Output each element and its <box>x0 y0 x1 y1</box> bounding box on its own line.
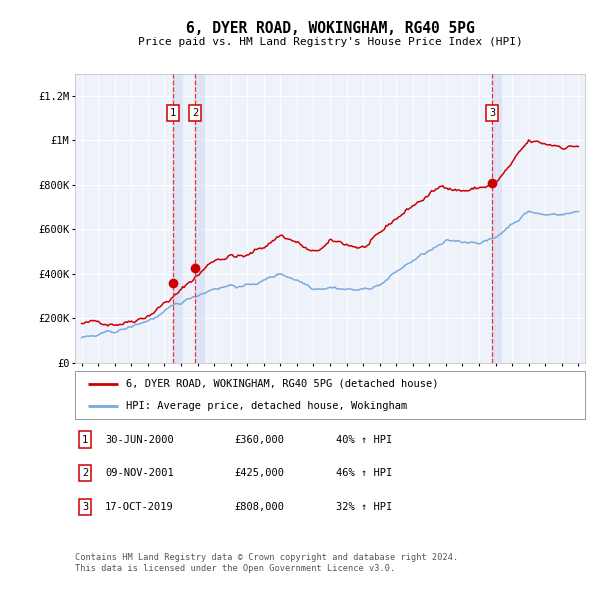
Text: 1: 1 <box>82 435 88 444</box>
Text: Contains HM Land Registry data © Crown copyright and database right 2024.: Contains HM Land Registry data © Crown c… <box>75 553 458 562</box>
Text: 1: 1 <box>170 108 176 118</box>
Bar <box>195 74 205 363</box>
Text: £360,000: £360,000 <box>234 435 284 444</box>
Text: 2: 2 <box>192 108 199 118</box>
Text: £808,000: £808,000 <box>234 502 284 512</box>
Text: 6, DYER ROAD, WOKINGHAM, RG40 5PG (detached house): 6, DYER ROAD, WOKINGHAM, RG40 5PG (detac… <box>126 379 439 389</box>
Text: 09-NOV-2001: 09-NOV-2001 <box>105 468 174 478</box>
Text: 3: 3 <box>489 108 495 118</box>
Text: 30-JUN-2000: 30-JUN-2000 <box>105 435 174 444</box>
Text: This data is licensed under the Open Government Licence v3.0.: This data is licensed under the Open Gov… <box>75 565 395 573</box>
Text: 17-OCT-2019: 17-OCT-2019 <box>105 502 174 512</box>
Text: 40% ↑ HPI: 40% ↑ HPI <box>336 435 392 444</box>
Text: 2: 2 <box>82 468 88 478</box>
Text: £425,000: £425,000 <box>234 468 284 478</box>
Text: Price paid vs. HM Land Registry's House Price Index (HPI): Price paid vs. HM Land Registry's House … <box>137 37 523 47</box>
Text: 46% ↑ HPI: 46% ↑ HPI <box>336 468 392 478</box>
Text: HPI: Average price, detached house, Wokingham: HPI: Average price, detached house, Woki… <box>126 401 407 411</box>
Bar <box>492 74 502 363</box>
Text: 32% ↑ HPI: 32% ↑ HPI <box>336 502 392 512</box>
Text: 6, DYER ROAD, WOKINGHAM, RG40 5PG: 6, DYER ROAD, WOKINGHAM, RG40 5PG <box>185 21 475 35</box>
Text: 3: 3 <box>82 502 88 512</box>
Bar <box>173 74 182 363</box>
